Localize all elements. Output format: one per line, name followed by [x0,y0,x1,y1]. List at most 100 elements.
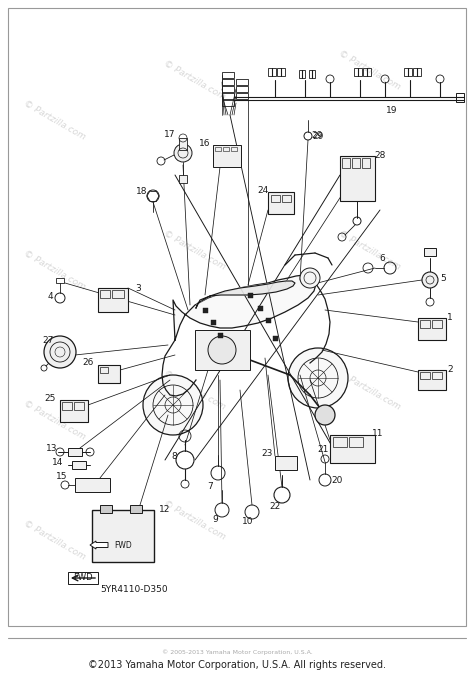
Text: 14: 14 [52,457,64,466]
Bar [222,86,234,92]
Text: 15: 15 [56,471,68,480]
Text: 5YR4110-D350: 5YR4110-D350 [100,585,168,594]
Text: FWD: FWD [114,540,132,549]
Bar [203,308,208,313]
Text: 16: 16 [199,138,211,147]
Circle shape [300,268,320,288]
Bar [100,367,108,373]
Text: 10: 10 [242,518,254,527]
Bar [432,320,442,328]
Bar [456,93,464,102]
Bar [179,175,187,183]
Circle shape [422,272,438,288]
Text: 28: 28 [374,151,386,160]
Bar [424,248,436,256]
Bar [273,336,278,341]
Bar [213,145,241,167]
Bar [404,68,412,76]
Bar [354,68,362,76]
Text: © Partzilla.com: © Partzilla.com [337,48,402,91]
Text: 7: 7 [207,482,213,491]
Bar [362,158,370,168]
Circle shape [315,405,335,425]
Text: 26: 26 [82,357,94,366]
Bar [98,365,120,383]
Text: 13: 13 [46,444,58,453]
Bar [309,70,315,78]
Polygon shape [173,275,316,340]
Bar [222,100,234,106]
Text: 29: 29 [312,131,324,140]
Polygon shape [196,281,295,308]
Text: 8: 8 [171,451,177,460]
Bar [342,158,350,168]
Bar [340,156,375,201]
Bar [56,278,64,283]
Bar [330,435,375,463]
Bar [352,158,360,168]
Bar [258,306,263,311]
Text: 4: 4 [47,292,53,301]
Bar [248,293,253,298]
Text: © Partzilla.com: © Partzilla.com [163,59,228,102]
Text: 3: 3 [135,283,141,292]
Bar [100,290,110,298]
Bar [8,8,466,626]
Bar [60,400,88,422]
Text: 18: 18 [136,187,148,196]
Bar [236,79,248,85]
Text: 11: 11 [372,428,384,437]
Circle shape [143,375,203,435]
Bar [218,333,223,338]
Circle shape [44,336,76,368]
Bar [268,68,276,76]
Text: 27: 27 [42,336,54,345]
Text: 23: 23 [261,448,273,457]
Text: 22: 22 [269,502,281,511]
Bar [236,86,248,92]
Text: 6: 6 [379,254,385,263]
Bar [211,320,216,325]
Bar [420,372,430,379]
Bar [418,318,446,340]
Bar [98,288,128,312]
Circle shape [288,348,348,408]
Bar [275,456,297,470]
Text: ©2013 Yamaha Motor Corporation, U.S.A. All rights reserved.: ©2013 Yamaha Motor Corporation, U.S.A. A… [88,660,386,670]
Bar [62,402,72,410]
Bar [68,572,98,584]
Text: 1: 1 [447,312,453,321]
Bar [349,437,363,447]
Text: © Partzilla.com: © Partzilla.com [163,368,228,411]
Bar [236,93,248,99]
Bar [100,505,112,513]
Bar [432,372,442,379]
Text: 9: 9 [212,515,218,524]
Bar [68,448,82,456]
Text: © Partzilla.com: © Partzilla.com [337,229,402,272]
Text: © 2005-2013 Yamaha Motor Corporation, U.S.A.: © 2005-2013 Yamaha Motor Corporation, U.… [162,649,312,655]
Text: © Partzilla.com: © Partzilla.com [337,368,402,411]
Text: 17: 17 [164,129,176,138]
Text: © Partzilla.com: © Partzilla.com [163,229,228,272]
Text: 5: 5 [440,274,446,283]
Bar [231,147,237,151]
Circle shape [174,144,192,162]
Bar [92,510,154,562]
Bar [179,138,187,150]
Text: 21: 21 [317,444,328,453]
Bar [75,478,110,492]
Bar [222,79,234,85]
Bar [223,147,229,151]
Text: © Partzilla.com: © Partzilla.com [22,249,88,292]
Text: © Partzilla.com: © Partzilla.com [22,519,88,561]
Bar [418,370,446,390]
Bar [282,195,291,202]
Text: FWD: FWD [73,574,93,583]
Bar [112,290,124,298]
Bar [420,320,430,328]
Text: © Partzilla.com: © Partzilla.com [22,99,88,142]
Bar [363,68,371,76]
Bar [215,147,221,151]
Bar [268,192,294,214]
